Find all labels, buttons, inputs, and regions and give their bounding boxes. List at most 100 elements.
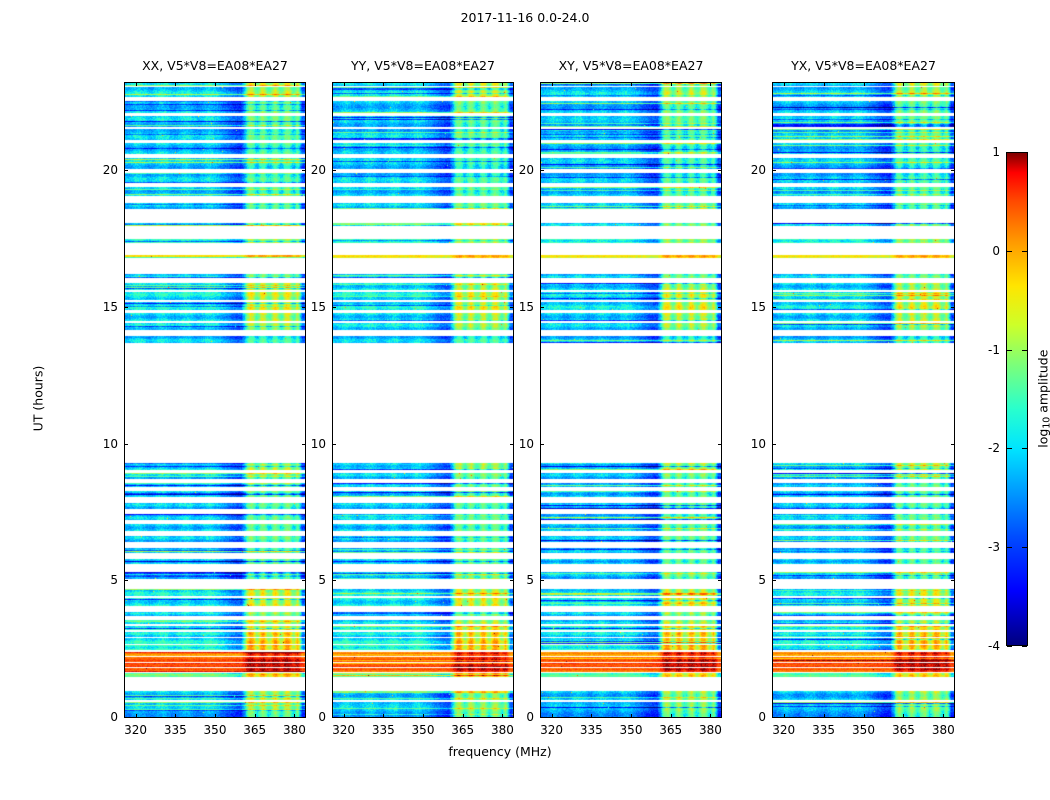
colorbar-tick-label: -2 [988, 441, 1000, 456]
x-tick-mark-top [175, 82, 177, 86]
y-tick-mark [772, 717, 776, 718]
colorbar-tick-mark-right [1022, 547, 1027, 549]
y-tick-label: 15 [750, 300, 766, 315]
y-tick-mark-right [302, 307, 306, 309]
x-tick-mark-top [823, 82, 825, 86]
y-tick-mark-right [302, 170, 306, 172]
y-tick-label: 15 [102, 300, 118, 315]
colorbar-tick-mark [1007, 646, 1012, 647]
x-tick-mark [670, 714, 672, 718]
y-tick-label: 20 [750, 163, 766, 178]
y-axis-label: UT (hours) [30, 365, 46, 432]
y-tick-mark [772, 170, 776, 172]
x-tick-mark-top [502, 82, 504, 86]
y-tick-label: 10 [102, 436, 118, 451]
colorbar-tick-label: 0 [992, 243, 1000, 258]
x-tick-mark [135, 714, 137, 718]
colorbar-tick-mark-right [1022, 152, 1027, 153]
figure-suptitle: 2017-11-16 0.0-24.0 [460, 10, 590, 25]
x-tick-mark-top [254, 82, 256, 86]
y-tick-label: 5 [758, 573, 766, 588]
y-tick-mark-right [718, 580, 722, 582]
waterfall-panel-yx[interactable] [772, 82, 955, 718]
panel-title-yx: YX, V5*V8=EA08*EA27 [791, 58, 936, 73]
y-tick-mark-right [718, 717, 722, 718]
x-tick-label: 320 [772, 723, 796, 737]
colorbar-tick-mark [1007, 349, 1012, 351]
colorbar-tick-label: 1 [992, 145, 1000, 159]
x-tick-mark-top [631, 82, 632, 86]
panel-title-xy: XY, V5*V8=EA08*EA27 [558, 58, 704, 73]
x-tick-label: 335 [812, 723, 836, 737]
colorbar-tick-label: -1 [988, 342, 1000, 357]
waterfall-image-yx [773, 83, 954, 717]
x-tick-mark [343, 714, 345, 718]
y-tick-label: 20 [310, 163, 326, 178]
x-tick-label: 365 [243, 723, 267, 737]
x-tick-mark-top [383, 82, 385, 86]
waterfall-image-xy [541, 83, 721, 717]
waterfall-panel-xy[interactable] [540, 82, 722, 718]
waterfall-panel-yy[interactable] [332, 82, 514, 718]
y-tick-label: 0 [526, 710, 534, 724]
y-tick-label: 10 [750, 436, 766, 451]
x-tick-label: 365 [891, 723, 915, 737]
x-tick-mark [215, 714, 216, 718]
y-tick-mark [540, 717, 544, 718]
x-tick-mark-top [551, 82, 553, 86]
y-tick-label: 20 [102, 163, 118, 178]
x-tick-mark [863, 714, 865, 718]
x-tick-mark-top [863, 82, 865, 86]
y-tick-mark-right [302, 717, 306, 718]
x-tick-mark [783, 714, 785, 718]
y-tick-mark [772, 580, 776, 582]
waterfall-canvas [333, 83, 513, 717]
x-tick-mark-top [903, 82, 905, 86]
x-tick-label: 350 [619, 723, 643, 737]
colorbar-tick-mark [1007, 250, 1012, 252]
colorbar-tick-label: -3 [988, 540, 1000, 555]
y-tick-mark [540, 170, 544, 172]
x-tick-mark-top [135, 82, 137, 86]
y-tick-label: 10 [518, 436, 534, 451]
x-tick-mark [423, 714, 424, 718]
colorbar-tick-mark [1007, 152, 1012, 153]
x-tick-label: 350 [852, 723, 875, 737]
y-tick-mark-right [951, 307, 955, 309]
x-tick-mark [383, 714, 385, 718]
x-tick-mark [294, 714, 296, 718]
x-tick-mark [462, 714, 464, 718]
x-tick-mark [823, 714, 825, 718]
x-tick-mark [943, 714, 945, 718]
colorbar-label: log10 amplitude [1035, 319, 1050, 479]
waterfall-canvas [125, 83, 305, 717]
y-tick-mark-right [510, 717, 514, 718]
y-tick-mark-right [302, 580, 306, 582]
panel-title-yy: YY, V5*V8=EA08*EA27 [351, 58, 495, 73]
y-tick-label: 15 [310, 300, 326, 315]
x-tick-label: 335 [371, 723, 395, 737]
colorbar-tick-label: -4 [988, 639, 1000, 653]
waterfall-panel-xx[interactable] [124, 82, 306, 718]
colorbar[interactable] [1006, 152, 1028, 646]
y-tick-mark-right [718, 170, 722, 172]
x-tick-label: 350 [203, 723, 227, 737]
x-tick-label: 320 [124, 723, 148, 737]
y-tick-label: 0 [318, 710, 326, 724]
y-tick-mark [540, 580, 544, 582]
x-tick-mark-top [423, 82, 424, 86]
x-tick-label: 365 [659, 723, 683, 737]
x-tick-label: 320 [332, 723, 356, 737]
y-tick-label: 0 [110, 710, 118, 724]
colorbar-label-suffix: amplitude [1035, 349, 1050, 417]
x-tick-mark [710, 714, 712, 718]
y-tick-mark-right [510, 443, 514, 445]
y-tick-mark [124, 307, 128, 309]
y-tick-label: 15 [518, 300, 534, 315]
y-tick-label: 5 [318, 573, 326, 588]
x-tick-mark-top [215, 82, 216, 86]
waterfall-canvas [773, 83, 954, 717]
x-tick-mark-top [670, 82, 672, 86]
x-tick-mark [631, 714, 632, 718]
x-tick-mark [551, 714, 553, 718]
